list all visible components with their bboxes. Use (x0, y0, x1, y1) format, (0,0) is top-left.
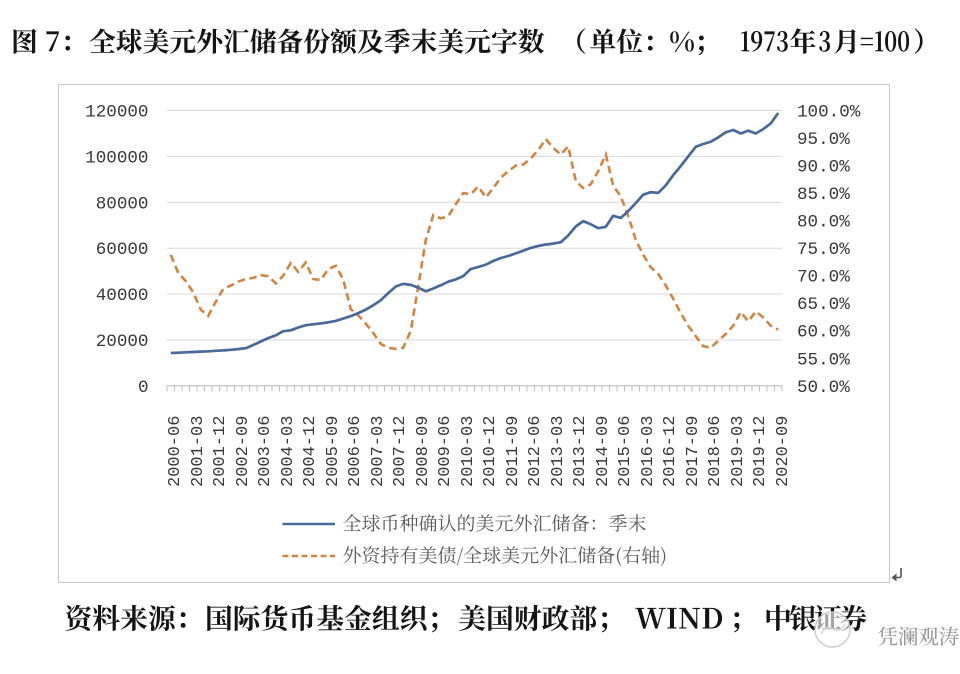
svg-text:2001-12: 2001-12 (211, 416, 230, 487)
svg-text:2013-12: 2013-12 (571, 416, 590, 487)
svg-text:2007-03: 2007-03 (369, 416, 388, 487)
svg-text:85.0%: 85.0% (797, 185, 850, 205)
svg-text:2012-06: 2012-06 (526, 416, 545, 487)
svg-text:2019-03: 2019-03 (729, 416, 748, 487)
svg-text:2020-09: 2020-09 (774, 416, 793, 487)
svg-text:2009-06: 2009-06 (436, 416, 455, 487)
svg-text:2016-03: 2016-03 (639, 416, 658, 487)
svg-text:95.0%: 95.0% (797, 130, 850, 150)
svg-text:60.0%: 60.0% (797, 323, 850, 343)
svg-text:2008-09: 2008-09 (414, 416, 433, 487)
svg-text:2000-06: 2000-06 (166, 416, 185, 487)
svg-text:20000: 20000 (96, 332, 149, 352)
svg-text:2007-12: 2007-12 (391, 416, 410, 487)
svg-text:2004-03: 2004-03 (279, 416, 298, 487)
svg-text:90.0%: 90.0% (797, 158, 850, 178)
svg-text:2006-06: 2006-06 (346, 416, 365, 487)
svg-text:80000: 80000 (96, 194, 149, 214)
svg-text:2002-09: 2002-09 (234, 416, 253, 487)
svg-text:2017-09: 2017-09 (684, 416, 703, 487)
svg-text:2003-06: 2003-06 (256, 416, 275, 487)
svg-text:40000: 40000 (96, 286, 149, 306)
svg-text:55.0%: 55.0% (797, 350, 850, 370)
svg-text:2015-06: 2015-06 (616, 416, 635, 487)
svg-text:2010-12: 2010-12 (481, 416, 500, 487)
svg-text:2019-12: 2019-12 (751, 416, 770, 487)
svg-text:80.0%: 80.0% (797, 213, 850, 233)
svg-text:75.0%: 75.0% (797, 240, 850, 260)
svg-text:65.0%: 65.0% (797, 295, 850, 315)
svg-text:2016-12: 2016-12 (661, 416, 680, 487)
svg-text:2013-03: 2013-03 (549, 416, 568, 487)
svg-text:2014-09: 2014-09 (594, 416, 613, 487)
svg-text:100.0%: 100.0% (797, 103, 861, 123)
svg-text:2010-03: 2010-03 (459, 416, 478, 487)
svg-text:2004-12: 2004-12 (301, 416, 320, 487)
svg-text:60000: 60000 (96, 240, 149, 260)
svg-text:120000: 120000 (85, 103, 148, 123)
svg-text:0: 0 (138, 378, 149, 398)
svg-text:100000: 100000 (85, 148, 148, 168)
svg-text:2018-06: 2018-06 (706, 416, 725, 487)
svg-text:70.0%: 70.0% (797, 268, 850, 288)
svg-text:2001-03: 2001-03 (189, 416, 208, 487)
svg-text:50.0%: 50.0% (797, 378, 850, 398)
svg-text:2005-09: 2005-09 (324, 416, 343, 487)
svg-text:2011-09: 2011-09 (504, 416, 523, 487)
